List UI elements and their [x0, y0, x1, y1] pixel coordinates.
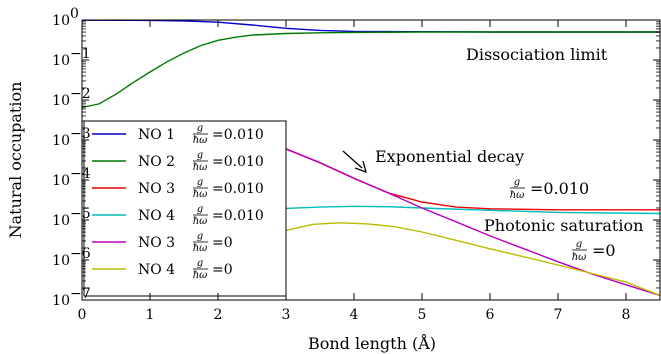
x-tick-label: 1	[146, 307, 155, 323]
legend-coupling-value: =0	[212, 262, 233, 278]
x-tick-label: 0	[78, 307, 87, 323]
series-line-5	[278, 145, 661, 297]
y-tick-base: 10	[52, 53, 70, 69]
legend-entry-6: NO 4 għω =0	[92, 258, 233, 281]
y-tick-exponent: −2	[70, 86, 91, 102]
x-tick-label: 7	[554, 307, 563, 323]
y-tick-base: 10	[52, 133, 70, 149]
y-tick-label: 10 −7	[52, 286, 90, 309]
fraction-denominator: ħω	[193, 270, 208, 281]
series-line-2	[81, 31, 660, 109]
legend-coupling-value: =0	[212, 235, 233, 251]
annotation-coupling-fraction-0: g ħω	[572, 239, 587, 263]
fraction-numerator: g	[514, 177, 520, 188]
fraction-denominator: ħω	[572, 252, 587, 263]
y-tick-base: 10	[52, 13, 70, 29]
legend-coupling-value: =0.010	[212, 208, 264, 224]
fraction-numerator: g	[197, 231, 203, 242]
y-tick-base: 10	[52, 253, 70, 269]
legend-entry-1: NO 1 għω =0.010	[92, 123, 264, 146]
legend-coupling-fraction: għω	[193, 231, 208, 254]
fraction-denominator: ħω	[193, 243, 208, 254]
fraction-numerator: g	[576, 239, 582, 250]
y-tick-exponent: −1	[70, 46, 91, 62]
fraction-numerator: g	[197, 150, 203, 161]
legend-label: NO 2	[138, 154, 175, 170]
legend-coupling-fraction: għω	[193, 177, 208, 200]
legend-label: NO 3	[138, 181, 175, 197]
y-tick-exponent: 0	[70, 6, 79, 22]
legend-coupling-fraction: għω	[193, 258, 208, 281]
fraction-numerator: g	[197, 177, 203, 188]
fraction-denominator: ħω	[193, 162, 208, 173]
x-tick-label: 5	[418, 307, 427, 323]
y-tick-label: 10 −6	[52, 246, 91, 269]
legend-entry-3: NO 3 għω =0.010	[92, 177, 264, 200]
series-line-6	[272, 222, 661, 297]
plot-frame	[81, 19, 661, 301]
y-tick-base: 10	[52, 293, 70, 309]
legend-entry-5: NO 3 għω =0	[92, 231, 233, 254]
y-tick-base: 10	[52, 93, 70, 109]
y-tick-exponent: −4	[70, 166, 91, 182]
fraction-denominator: ħω	[193, 135, 208, 146]
legend-coupling-fraction: għω	[193, 204, 208, 227]
y-tick-exponent: −3	[70, 126, 91, 142]
legend-box	[83, 120, 287, 297]
y-tick-label: 10 0	[52, 6, 79, 29]
y-tick-label: 10 −4	[52, 166, 91, 189]
y-tick-base: 10	[52, 173, 70, 189]
fraction-numerator: g	[197, 204, 203, 215]
x-tick-label: 6	[486, 307, 495, 323]
legend-coupling-fraction: għω	[193, 150, 208, 173]
annotation-exponential-decay: Exponential decay	[375, 147, 524, 166]
x-axis-label: Bond length (Å)	[308, 333, 436, 353]
legend-entry-2: NO 2 għω =0.010	[92, 150, 264, 173]
y-tick-label: 10 −5	[52, 206, 90, 229]
legend-coupling-fraction: għω	[193, 123, 208, 146]
annotation-coupling-010: =0.010	[530, 179, 589, 198]
legend-coupling-value: =0.010	[212, 181, 264, 197]
x-tick-label: 2	[214, 307, 223, 323]
y-tick-label: 10 −3	[52, 126, 90, 149]
legend-label: NO 3	[138, 235, 175, 251]
y-tick-exponent: −7	[70, 286, 91, 302]
annotation-layer: Dissociation limit Exponential decay g ħω =0…	[342, 45, 643, 263]
legend-entry-4: NO 4 għω =0.010	[92, 204, 264, 227]
annotation-dissociation-limit: Dissociation limit	[466, 45, 608, 64]
annotation-coupling-0: =0	[592, 241, 616, 260]
x-tick-label: 3	[282, 307, 291, 323]
series-line-1	[81, 19, 660, 33]
fraction-numerator: g	[197, 258, 203, 269]
arrow-shaft	[342, 150, 363, 169]
legend-label: NO 4	[138, 262, 175, 278]
fraction-numerator: g	[197, 123, 203, 134]
annotation-photonic-saturation: Photonic saturation	[484, 216, 643, 235]
annotation-coupling-fraction-010: g ħω	[510, 177, 525, 201]
y-tick-label: 10 −2	[52, 86, 90, 109]
y-tick-exponent: −5	[70, 206, 91, 222]
legend-label: NO 1	[138, 127, 175, 143]
fraction-denominator: ħω	[193, 216, 208, 227]
fraction-denominator: ħω	[193, 189, 208, 200]
y-axis-label: Natural occupation	[6, 82, 25, 239]
y-tick-label: 10 −1	[52, 46, 90, 69]
fraction-denominator: ħω	[510, 190, 525, 201]
y-tick-exponent: −6	[70, 246, 91, 262]
series-layer	[81, 19, 661, 297]
series-line-4	[231, 205, 661, 215]
x-tick-label: 8	[622, 307, 631, 323]
legend-label: NO 4	[138, 208, 175, 224]
legend-coupling-value: =0.010	[212, 127, 264, 143]
x-tick-label: 4	[350, 307, 359, 323]
legend-coupling-value: =0.010	[212, 154, 264, 170]
y-tick-base: 10	[52, 213, 70, 229]
arrow-head	[354, 160, 367, 174]
